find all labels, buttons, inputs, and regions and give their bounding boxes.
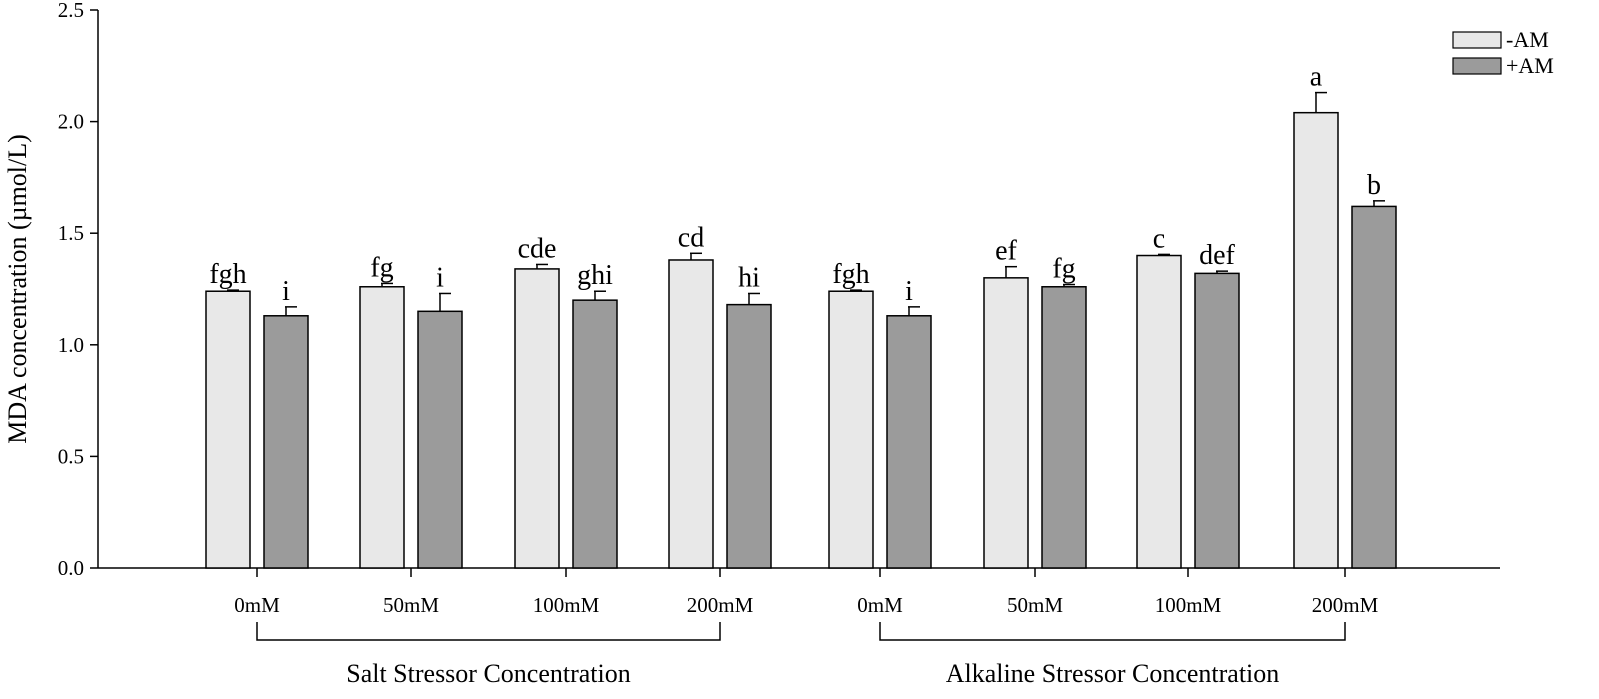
significance-label: def <box>1199 240 1235 271</box>
bar <box>572 299 618 569</box>
bar <box>263 315 309 569</box>
y-tick-label: 0.5 <box>58 444 84 468</box>
significance-label: hi <box>738 262 760 293</box>
chart-bars <box>205 91 1397 569</box>
y-tick-label: 2.0 <box>58 110 84 134</box>
group-title: Salt Stressor Concentration <box>346 659 631 688</box>
chart-labels: fgh fg cde cd fgh ef c a i i ghi hi i fg def b <box>209 62 1381 307</box>
bar <box>1293 111 1339 569</box>
bar <box>983 277 1029 569</box>
chart-legend: -AM+AM <box>1452 27 1554 78</box>
x-tick-label: 100mM <box>533 593 600 617</box>
x-tick-label: 0mM <box>234 593 280 617</box>
significance-label: i <box>436 262 444 293</box>
y-tick-label: 1.0 <box>58 333 84 357</box>
bar <box>1041 286 1087 569</box>
group-bracket <box>256 622 721 641</box>
significance-label: ghi <box>577 260 613 291</box>
significance-label: fg <box>370 252 393 283</box>
significance-label: a <box>1310 62 1323 93</box>
significance-label: cde <box>518 233 557 264</box>
bar <box>1194 272 1240 569</box>
bar <box>668 259 714 569</box>
bar <box>205 290 251 569</box>
bar <box>1351 205 1397 569</box>
y-tick-label: 1.5 <box>58 221 84 245</box>
bar <box>828 290 874 569</box>
significance-label: ef <box>995 236 1017 267</box>
x-tick-label: 200mM <box>687 593 754 617</box>
x-tick-label: 50mM <box>383 593 439 617</box>
bar <box>1136 254 1182 569</box>
bar <box>886 315 932 569</box>
y-axis-title: MDA concentration (µmol/L) <box>3 134 32 444</box>
significance-label: c <box>1153 223 1165 254</box>
significance-label: fgh <box>209 259 246 290</box>
x-tick-label: 0mM <box>857 593 903 617</box>
legend-swatch <box>1452 57 1502 75</box>
bar <box>514 268 560 569</box>
significance-label: b <box>1367 170 1381 201</box>
legend-label: -AM <box>1506 27 1549 52</box>
significance-label: i <box>282 276 290 307</box>
legend-label: +AM <box>1506 53 1554 78</box>
bar <box>417 310 463 569</box>
group-title: Alkaline Stressor Concentration <box>946 659 1280 688</box>
y-tick-label: 2.5 <box>58 0 84 22</box>
significance-label: fgh <box>832 259 869 290</box>
x-tick-label: 200mM <box>1312 593 1379 617</box>
chart-axes: 0.0 0.5 1.0 1.5 2.0 2.5 MDA concentration (µmo… <box>3 0 1500 688</box>
bar <box>359 286 405 569</box>
x-tick-label: 50mM <box>1007 593 1063 617</box>
bar <box>726 303 772 569</box>
x-tick-label: 100mM <box>1155 593 1222 617</box>
significance-label: fg <box>1052 254 1075 285</box>
group-bracket <box>879 622 1346 641</box>
significance-label: cd <box>678 222 704 253</box>
significance-label: i <box>905 276 913 307</box>
y-tick-label: 0.0 <box>58 556 84 580</box>
legend-swatch <box>1452 31 1502 49</box>
